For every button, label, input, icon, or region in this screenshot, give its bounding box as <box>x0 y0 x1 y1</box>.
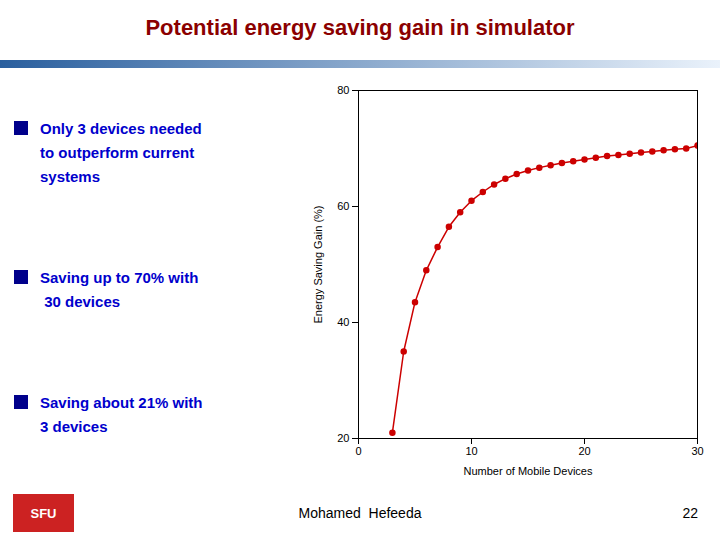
svg-text:80: 80 <box>337 84 349 96</box>
html-text:SFU: SFU <box>30 505 57 521</box>
html-text:Mohamed Hefeeda: Mohamed Hefeeda <box>298 505 422 521</box>
svg-text:60: 60 <box>337 200 349 212</box>
svg-text:20: 20 <box>578 445 590 457</box>
html-text:Potential energy saving gain i: Potential energy saving gain in simulato… <box>145 15 575 40</box>
svg-text:40: 40 <box>337 316 349 328</box>
svg-text:Energy Saving Gain (%): Energy Saving Gain (%) <box>312 206 324 324</box>
html-text:22: 22 <box>682 505 698 521</box>
svg-text:Number of Mobile Devices: Number of Mobile Devices <box>464 465 593 477</box>
html-text:Saving about 21% with 3 device: Saving about 21% with 3 devices <box>40 394 203 436</box>
svg-text:30: 30 <box>691 445 703 457</box>
svg-text:10: 10 <box>465 445 477 457</box>
svg-text:20: 20 <box>337 432 349 444</box>
svg-text:0: 0 <box>355 445 361 457</box>
html-text:Saving up to 70% with 30 devic: Saving up to 70% with 30 devices <box>40 269 199 310</box>
html-text:Only 3 devices needed to outpe: Only 3 devices needed to outperform curr… <box>40 119 202 185</box>
